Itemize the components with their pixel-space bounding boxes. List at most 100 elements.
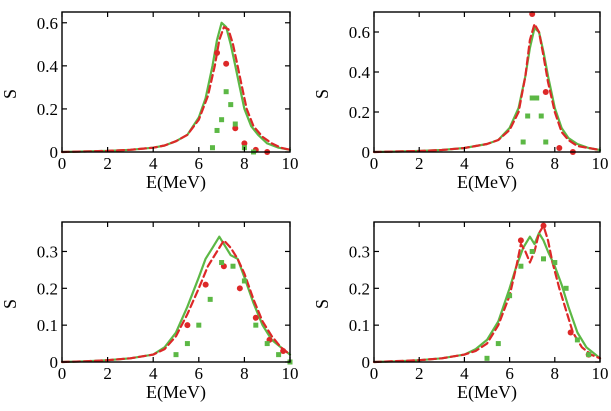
x-tick-label: 2 (415, 364, 424, 383)
x-tick-label: 6 (505, 154, 514, 173)
data-point-circle (241, 140, 248, 147)
chart-panel-4: 0 2 4 6 8 10 0 0.1 0.2 0.3 E(MeV) S (312, 221, 609, 403)
x-tick-label: 10 (592, 154, 609, 173)
y-tick-label: 0.2 (349, 103, 370, 122)
y-tick-label: 0.2 (37, 279, 58, 298)
y-axis-label: S (0, 299, 20, 309)
data-point-circle (542, 89, 549, 95)
data-point-square (586, 352, 592, 358)
data-point-square (207, 296, 213, 302)
y-tick-label: 0 (50, 353, 59, 372)
data-point-square (173, 352, 179, 358)
data-point-square (219, 117, 225, 123)
x-axis-label: E(MeV) (146, 172, 206, 193)
data-point-square (520, 139, 526, 145)
y-tick-label: 0.1 (37, 316, 58, 335)
data-point-square (541, 256, 546, 262)
data-point-circle (214, 49, 221, 56)
x-tick-label: 0 (58, 154, 67, 173)
data-point-square (276, 352, 282, 358)
x-tick-label: 4 (460, 154, 469, 173)
data-point-circle (567, 329, 574, 336)
data-point-square (534, 95, 540, 101)
series-dashed-line (372, 224, 602, 364)
y-tick-label: 0 (362, 143, 371, 162)
data-point-circle (202, 281, 209, 288)
data-point-square (552, 260, 558, 266)
y-tick-label: 0.6 (37, 14, 58, 33)
data-point-circle (236, 285, 243, 292)
x-tick-label: 0 (370, 364, 379, 383)
chart-panel-3: 0 2 4 6 8 10 0 0.1 0.2 0.3 E(MeV) S (0, 221, 299, 403)
data-point-square (219, 260, 225, 266)
data-point-square (228, 102, 234, 108)
plot-frame (61, 11, 291, 153)
x-axis-label: E(MeV) (457, 172, 517, 193)
y-axis-label: S (312, 299, 332, 309)
data-point-circle (517, 237, 524, 244)
x-tick-label: 4 (460, 364, 469, 383)
x-tick-label: 10 (282, 154, 299, 173)
data-point-circle (184, 322, 191, 329)
x-tick-label: 4 (149, 364, 158, 383)
data-point-square (574, 337, 580, 343)
data-point-square (525, 113, 531, 119)
x-axis-label: E(MeV) (146, 382, 206, 403)
x-tick-label: 6 (195, 154, 204, 173)
data-point-circle (540, 222, 547, 229)
data-point-square (507, 293, 513, 299)
data-point-square (241, 278, 247, 284)
x-tick-label: 2 (103, 154, 112, 173)
x-tick-label: 8 (240, 364, 249, 383)
x-tick-label: 0 (58, 364, 67, 383)
data-point-square (214, 127, 220, 133)
data-point-square (538, 113, 544, 119)
data-point-circle (280, 347, 287, 354)
x-tick-label: 4 (149, 154, 158, 173)
y-tick-label: 0.2 (37, 100, 58, 119)
y-axis-label: S (312, 89, 332, 99)
data-point-square (196, 322, 202, 328)
y-axis-label: S (0, 89, 20, 99)
data-point-circle (252, 314, 259, 321)
y-tick-label: 0.1 (349, 316, 370, 335)
y-tick-label: 0.3 (349, 242, 370, 261)
data-point-square (264, 341, 270, 347)
x-tick-label: 2 (415, 154, 424, 173)
series-dashed-line (60, 239, 292, 364)
data-point-square (529, 248, 535, 254)
data-point-square (563, 285, 569, 291)
data-point-circle (223, 60, 230, 67)
data-point-square (232, 121, 238, 127)
data-point-square (253, 322, 259, 328)
series-solid-line (372, 26, 602, 154)
y-tick-label: 0.2 (349, 279, 370, 298)
x-tick-label: 6 (505, 364, 514, 383)
plot-frame (373, 221, 601, 363)
plot-frame (61, 221, 291, 363)
y-tick-label: 0 (362, 353, 371, 372)
data-point-square (495, 341, 501, 347)
chart-panel-2: 0 2 4 6 8 10 0 0.2 0.4 0.6 E(MeV) S (312, 11, 609, 193)
data-point-circle (556, 145, 563, 151)
data-point-square (184, 341, 190, 347)
series-dashed-line (60, 26, 292, 154)
y-tick-label: 0.3 (37, 242, 58, 261)
x-axis-label: E(MeV) (457, 382, 517, 403)
series-dashed-line (372, 22, 602, 154)
data-point-square (223, 89, 229, 95)
data-point-square (230, 263, 236, 269)
data-point-square (529, 95, 535, 101)
x-tick-label: 2 (103, 364, 112, 383)
plot-frame (373, 11, 601, 153)
series-solid-line (60, 235, 292, 364)
data-point-square (543, 139, 549, 145)
data-point-square (209, 145, 215, 151)
y-tick-label: 0 (50, 143, 59, 162)
x-tick-label: 0 (370, 154, 379, 173)
y-tick-label: 0.6 (349, 23, 370, 42)
x-tick-label: 8 (551, 154, 560, 173)
data-point-square (518, 263, 524, 269)
x-tick-label: 6 (195, 364, 204, 383)
